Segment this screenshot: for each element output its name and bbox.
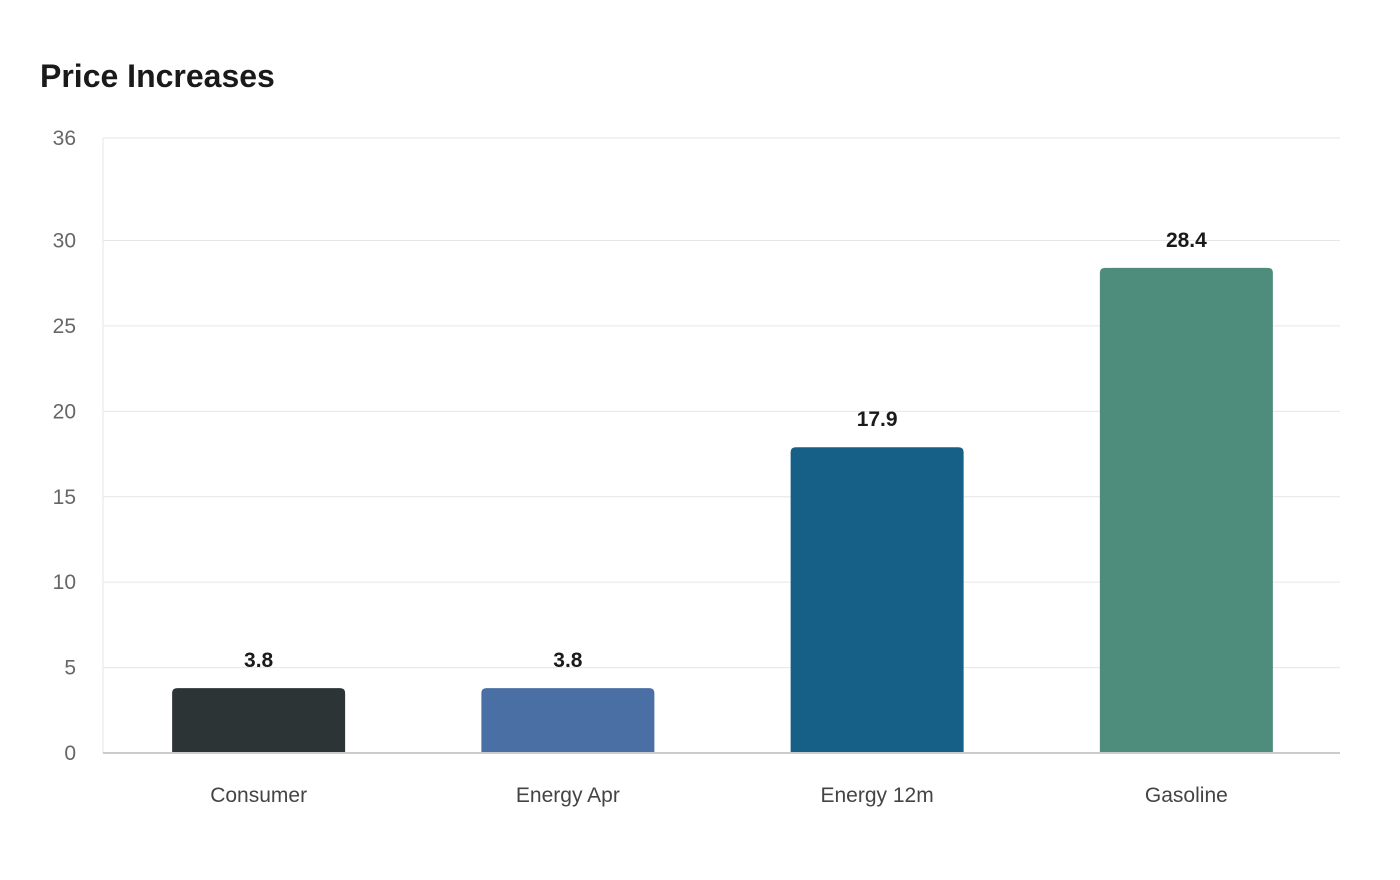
y-tick-label: 10 [53,571,76,594]
x-axis-categories: Consumer Energy Apr Energy 12m Gasoline [210,784,1228,807]
y-tick-label: 30 [53,230,76,253]
x-category-label: Gasoline [1145,784,1228,807]
bar-consumer [172,688,346,753]
y-tick-label: 25 [53,315,76,338]
bars [172,267,1273,753]
y-tick-label: 20 [53,400,76,423]
y-tick-label: 0 [64,742,76,765]
bar-energy-apr [481,688,655,753]
grid-lines [103,137,1340,669]
y-tick-label: 5 [64,657,76,680]
data-label: 28.4 [1166,229,1207,252]
data-labels: 3.8 3.8 17.9 28.4 [244,229,1207,672]
bar-energy-12m [790,447,964,753]
y-axis-ticks: 0 5 10 15 20 25 30 36 [53,127,76,765]
x-category-label: Energy Apr [516,784,620,807]
data-label: 17.9 [857,408,898,431]
data-label: 3.8 [553,649,583,672]
x-category-label: Consumer [210,784,307,807]
data-label: 3.8 [244,649,274,672]
y-tick-label: 36 [53,127,76,150]
x-category-label: Energy 12m [821,784,934,807]
chart-title: Price Increases [40,58,275,94]
y-tick-label: 15 [53,486,76,509]
bar-gasoline [1099,267,1273,753]
